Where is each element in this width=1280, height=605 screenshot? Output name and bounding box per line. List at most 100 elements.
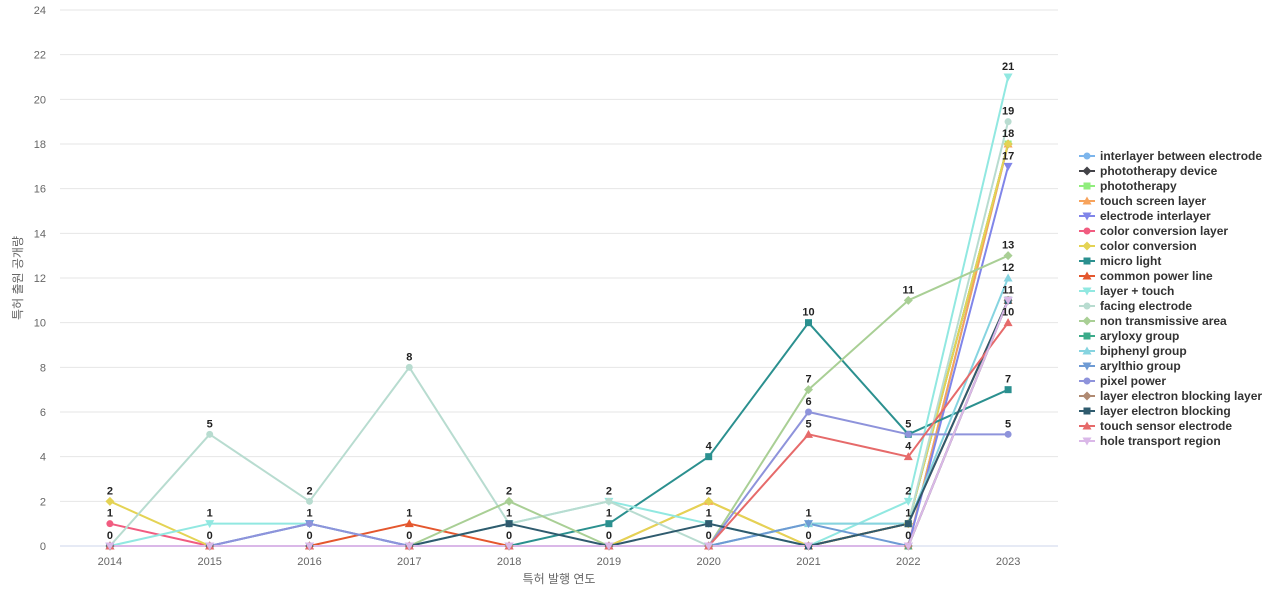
data-point [903,497,913,506]
legend-item[interactable]: micro light [1079,254,1161,268]
data-point [804,520,813,529]
legend-item[interactable]: color conversion layer [1079,224,1228,238]
legend-item[interactable]: aryloxy group [1079,329,1179,343]
data-label: 0 [706,530,712,542]
data-point [1003,162,1013,171]
legend-swatch-marker [1083,407,1091,415]
y-tick-label: 20 [34,94,46,106]
data-label: 0 [107,530,113,542]
y-tick-label: 22 [34,50,46,62]
data-point [206,430,214,438]
data-label: 1 [706,508,712,520]
y-tick-label: 16 [34,184,46,196]
x-tick-label: 2017 [397,556,421,568]
data-point [306,497,313,505]
series-line [109,143,1010,547]
x-tick-label: 2018 [497,556,521,568]
data-point [405,363,413,371]
legend-item[interactable]: facing electrode [1079,299,1192,313]
legend-swatch-marker [1082,316,1092,326]
legend-swatch-marker [1083,182,1091,190]
legend-label: touch sensor electrode [1100,419,1232,433]
series-line [109,143,1010,547]
legend-item[interactable]: non transmissive area [1079,314,1227,328]
data-point [1003,73,1013,82]
data-point [404,542,414,551]
legend-swatch-marker [1082,271,1092,280]
data-point [404,519,414,528]
legend-item[interactable]: layer + touch [1079,284,1174,298]
data-label: 1 [306,508,312,520]
series-markers [105,73,1013,551]
legend-swatch-marker [1082,362,1092,371]
series-line [109,254,1009,547]
data-label: 1 [905,508,911,520]
legend-item[interactable]: hole transport region [1079,434,1221,448]
legend-label: touch screen layer [1100,194,1206,208]
data-point [205,542,215,551]
legend-swatch-marker [1082,196,1092,205]
data-label: 1 [107,508,113,520]
data-label: 0 [406,530,412,542]
data-point [604,542,614,551]
data-label: 0 [606,530,612,542]
legend-swatch-marker [1083,227,1091,235]
legend-item[interactable]: interlayer between electrode [1079,149,1262,163]
legend-swatch-marker [1082,421,1092,430]
x-tick-label: 2015 [197,556,221,568]
data-label: 8 [406,351,412,363]
legend-label: electrode interlayer [1100,209,1211,223]
data-point [1003,273,1013,282]
x-tick-label: 2019 [597,556,621,568]
data-point [305,542,314,551]
data-label: 4 [905,441,912,453]
legend-item[interactable]: pixel power [1079,374,1166,388]
legend-item[interactable]: touch sensor electrode [1079,419,1232,433]
data-point [1003,139,1013,149]
legend-item[interactable]: arylthio group [1079,359,1181,373]
legend-swatch-marker [1083,332,1091,340]
data-label: 11 [1002,284,1014,296]
legend-swatch-marker [1082,346,1092,355]
legend-label: facing electrode [1100,299,1192,313]
y-tick-label: 24 [34,5,46,17]
data-point [504,542,514,551]
data-point [903,295,913,305]
x-tick-label: 2023 [996,556,1020,568]
series-line [109,143,1010,547]
legend-label: color conversion layer [1100,224,1228,238]
legend-swatch-marker [1082,166,1092,176]
legend-item[interactable]: electrode interlayer [1079,209,1211,223]
data-label: 2 [107,485,113,497]
data-label: 1 [805,508,811,520]
data-point [1003,296,1013,305]
legend-label: aryloxy group [1100,329,1179,343]
legend-item[interactable]: layer electron blocking [1079,404,1231,418]
data-point [1004,118,1012,126]
data-label: 19 [1002,106,1014,118]
legend-item[interactable]: phototherapy device [1079,164,1218,178]
legend-item[interactable]: common power line [1079,269,1213,283]
legend-item[interactable]: phototherapy [1079,179,1177,193]
series-line [109,299,1010,547]
legend-item[interactable]: color conversion [1079,239,1197,253]
series-line [109,166,1010,547]
legend-item[interactable]: layer electron blocking layer [1079,389,1262,403]
legend-label: micro light [1100,254,1161,268]
series-line [109,299,1010,547]
data-label: 2 [905,485,911,497]
data-label: 5 [207,418,213,430]
series-line [109,143,1010,547]
y-tick-label: 4 [40,452,46,464]
x-tick-label: 2021 [796,556,820,568]
series-line [109,299,1010,547]
y-tick-label: 18 [34,139,46,151]
legend-label: phototherapy [1100,179,1177,193]
legend-swatch-marker [1082,437,1092,446]
data-point [505,520,513,528]
legend-item[interactable]: touch screen layer [1079,194,1206,208]
legend-item[interactable]: biphenyl group [1079,344,1187,358]
legend-label: layer electron blocking [1100,404,1231,418]
legend-label: arylthio group [1100,359,1181,373]
